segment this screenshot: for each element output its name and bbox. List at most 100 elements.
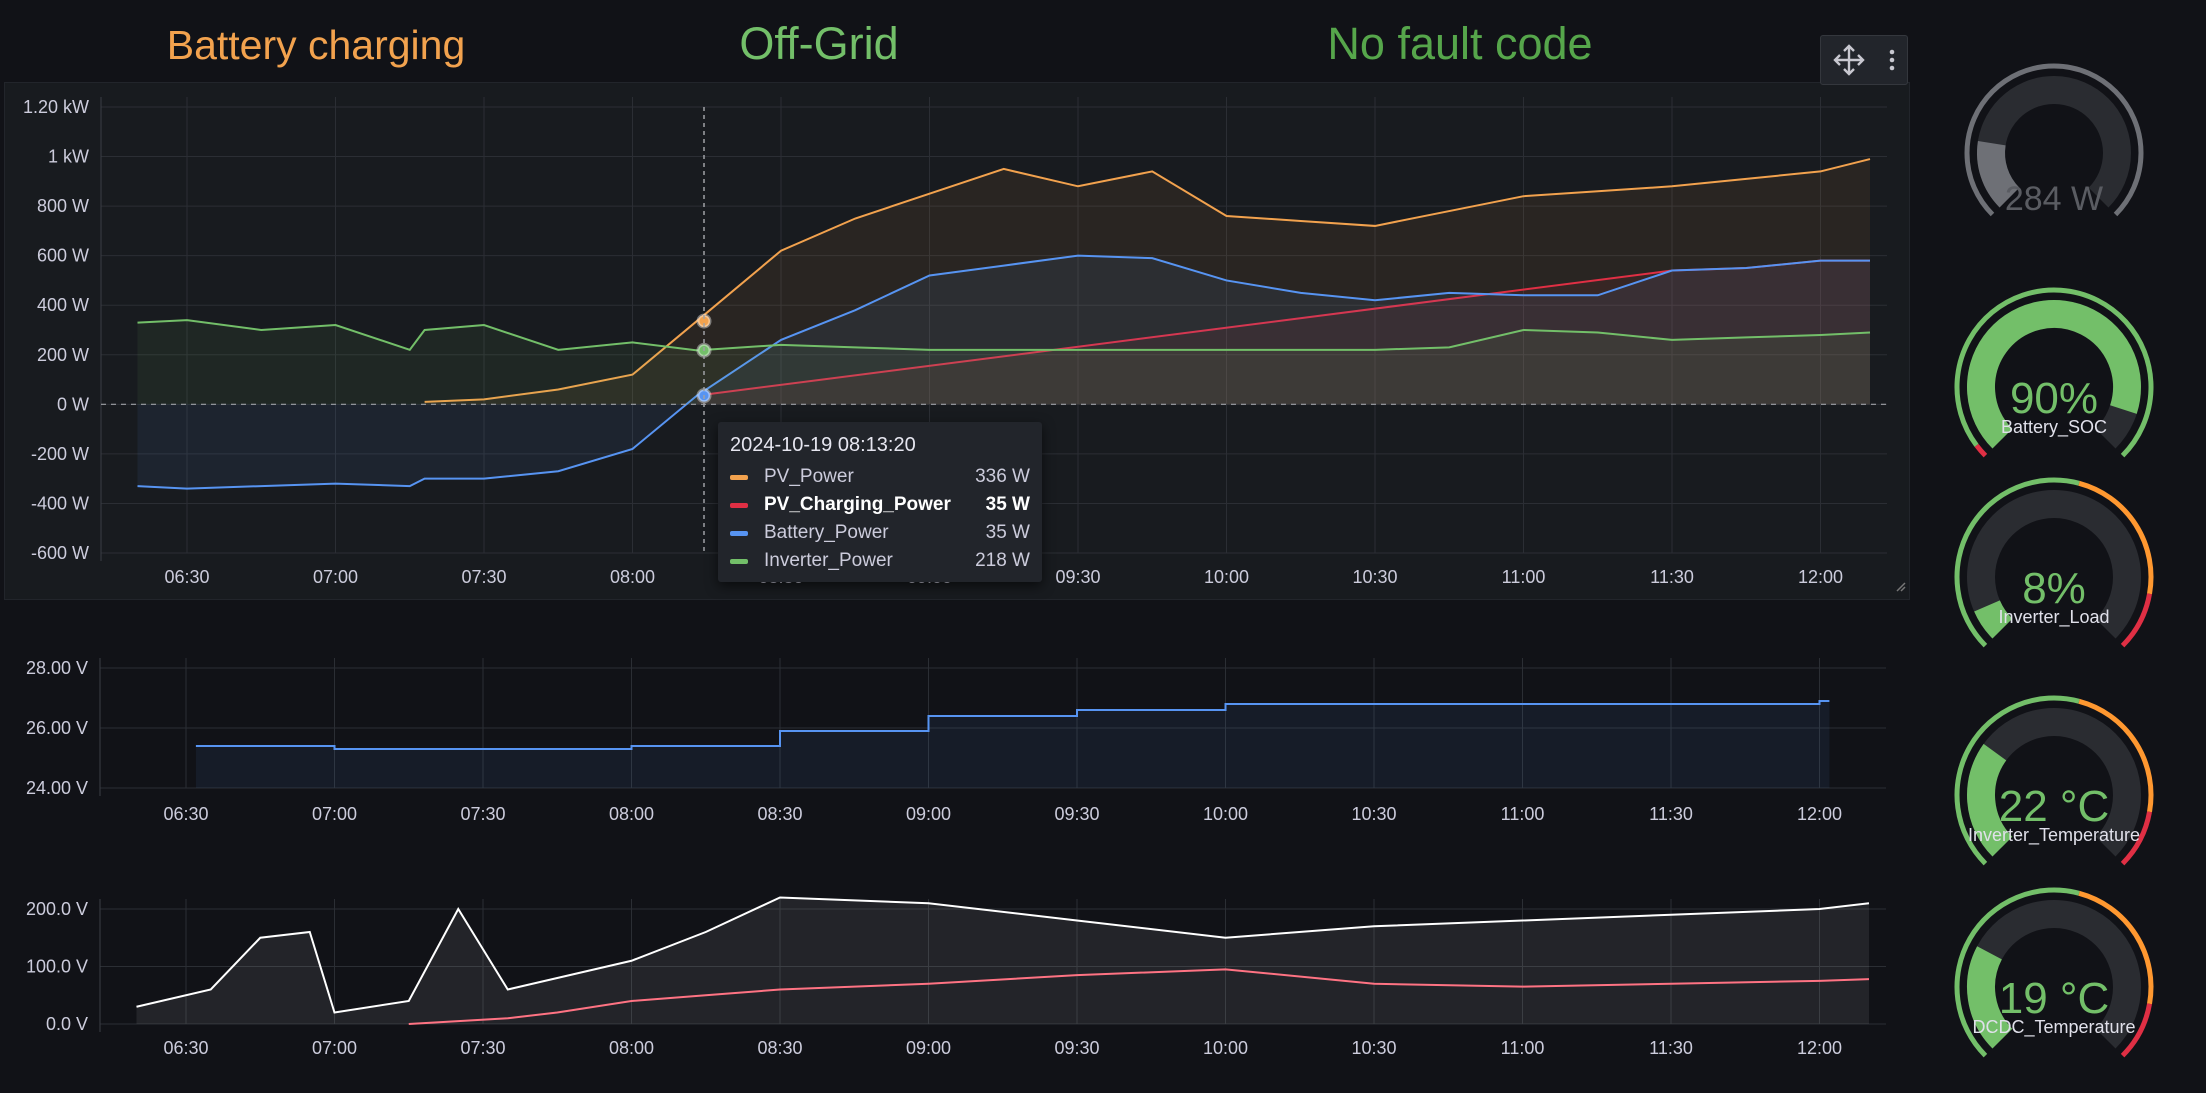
gauge-threshold-ring [1974, 443, 1988, 458]
gauge-inverter-temperature: 22 °C Inverter_Temperature [1949, 690, 2159, 900]
gauge-track [1967, 490, 2141, 639]
gauge-label: Battery_SOC [2000, 417, 2108, 437]
gauge-value: 19 °C [1998, 974, 2110, 1023]
y-tick-label: 200.0 V [26, 899, 88, 919]
x-tick-label: 11:30 [1649, 1038, 1693, 1058]
pv-voltage-panel[interactable]: 200.0 V 100.0 V 0.0 V 06:30 07:00 07:30 08:00… [4, 868, 1910, 1088]
x-tick-label: 07:00 [313, 567, 358, 587]
series-line[interactable] [137, 254, 1871, 490]
x-tick-label: 12:00 [1797, 1038, 1842, 1058]
fault-status-text: No fault code [1327, 18, 1593, 69]
x-tick-label: 11:30 [1650, 567, 1694, 587]
gauge-label: Inverter_Load [1998, 607, 2110, 627]
gauge-threshold-ring [2078, 698, 2154, 813]
x-tick-label: 09:00 [906, 1038, 951, 1058]
gauge-fill [1974, 599, 2013, 639]
series-area [136, 897, 1869, 1024]
gauge-inverter-load: 8% Inverter_Load [1949, 472, 2159, 682]
x-tick-label: 07:30 [461, 567, 506, 587]
x-tick-label: 10:00 [1203, 804, 1248, 824]
series-area [195, 701, 1830, 788]
x-tick-label: 11:00 [1501, 804, 1545, 824]
series-color-swatch [730, 530, 748, 536]
gauge-threshold-ring [2078, 890, 2154, 1005]
x-tick-label: 11:00 [1501, 1038, 1545, 1058]
x-tick-label: 10:30 [1351, 804, 1396, 824]
series-line[interactable] [195, 700, 1830, 750]
series-color-swatch [730, 502, 748, 508]
x-tick-label: 06:30 [163, 1038, 208, 1058]
tooltip-series-value: 336 W [975, 466, 1030, 487]
y-tick-label: 0.0 V [46, 1014, 88, 1034]
tooltip-series-name: PV_Charging_Power [764, 494, 951, 515]
series-color-swatch [730, 558, 748, 564]
x-tick-label: 11:30 [1649, 804, 1693, 824]
battery-voltage-panel[interactable]: 28.00 V 26.00 V 24.00 V 06:30 07:00 07:30 08:… [4, 630, 1910, 840]
y-tick-label: 800 W [37, 196, 89, 216]
battery-voltage-chart[interactable]: 28.00 V 26.00 V 24.00 V 06:30 07:00 07:30 08:… [4, 630, 1910, 840]
x-tick-label: 07:00 [312, 804, 357, 824]
y-tick-label: 28.00 V [26, 658, 88, 678]
gauge-fill [1967, 300, 2141, 449]
x-tick-label: 12:00 [1797, 804, 1842, 824]
y-tick-label: 100.0 V [26, 957, 88, 977]
x-tick-label: 09:00 [906, 804, 951, 824]
panel-header-menu[interactable] [1820, 35, 1908, 85]
gauge-fill [1977, 140, 2020, 208]
y-tick-label: -400 W [31, 493, 89, 513]
y-tick-label: 1.20 kW [23, 97, 89, 117]
x-tick-label: 07:30 [460, 1038, 505, 1058]
series-line[interactable] [136, 896, 1870, 1014]
gauge-threshold-ring [1954, 695, 2080, 866]
series-area [696, 260, 1870, 405]
x-tick-label: 06:30 [164, 567, 209, 587]
y-tick-label: 200 W [37, 345, 89, 365]
x-tick-label: 09:30 [1054, 804, 1099, 824]
tooltip-row: Battery_Power 35 W [730, 519, 1030, 547]
series-line[interactable] [137, 319, 1871, 352]
y-tick-label: -600 W [31, 543, 89, 563]
gauge-threshold-ring [1964, 63, 2144, 217]
gauge-label: Inverter_Temperature [1967, 825, 2141, 845]
tooltip-time: 2024-10-19 08:13:20 [730, 434, 916, 456]
series-line[interactable] [424, 158, 1871, 403]
gauge-value: 8% [2022, 564, 2086, 613]
tooltip-series-value: 35 W [985, 494, 1030, 515]
y-tick-label: -200 W [31, 444, 89, 464]
y-tick-label: 1 kW [48, 147, 89, 167]
series-line[interactable] [408, 968, 1870, 1025]
series-area [137, 320, 1870, 405]
tooltip-row-highlighted: PV_Charging_Power 35 W [730, 491, 1030, 519]
power-chart[interactable]: 1.20 kW 1 kW 800 W 600 W 400 W 200 W 0 W -200 W… [5, 83, 1911, 601]
gauge-value: 284 W [2004, 180, 2104, 218]
grid-status-text: Off-Grid [739, 18, 899, 69]
resize-handle-icon[interactable] [1896, 582, 1906, 592]
y-tick-label: 400 W [37, 295, 89, 315]
move-icon[interactable] [1821, 36, 1877, 84]
x-tick-label: 10:30 [1352, 567, 1397, 587]
gauge-power: 284 W [1959, 58, 2149, 248]
pv-voltage-chart[interactable]: 200.0 V 100.0 V 0.0 V 06:30 07:00 07:30 08:00… [4, 868, 1910, 1088]
gauge-threshold-ring [1954, 887, 2080, 1058]
gauge-value: 90% [2009, 374, 2099, 423]
gauge-dcdc-temperature: 19 °C DCDC_Temperature [1949, 882, 2159, 1092]
gauge-value: 22 °C [1998, 782, 2110, 831]
x-tick-label: 07:00 [312, 1038, 357, 1058]
kebab-menu-icon[interactable] [1877, 36, 1907, 84]
y-tick-label: 600 W [37, 246, 89, 266]
tooltip-series-value: 35 W [985, 522, 1030, 543]
gauge-label: DCDC_Temperature [1972, 1017, 2136, 1037]
x-tick-label: 08:00 [610, 567, 655, 587]
x-tick-label: 08:00 [609, 1038, 654, 1058]
gauge-threshold-ring [2120, 811, 2152, 866]
x-tick-label: 07:30 [460, 804, 505, 824]
gauge-fill [1967, 743, 2013, 857]
tooltip-row: PV_Power 336 W [730, 463, 1030, 491]
x-tick-label: 09:30 [1054, 1038, 1099, 1058]
x-tick-label: 09:30 [1055, 567, 1100, 587]
x-tick-label: 11:00 [1502, 567, 1546, 587]
gauge-threshold-ring [2120, 1003, 2152, 1058]
gauge-threshold-ring [1954, 477, 2080, 648]
power-panel[interactable]: 1.20 kW 1 kW 800 W 600 W 400 W 200 W 0 W -200 W… [4, 82, 1910, 600]
tooltip-row: Inverter_Power 218 W [730, 547, 1030, 575]
